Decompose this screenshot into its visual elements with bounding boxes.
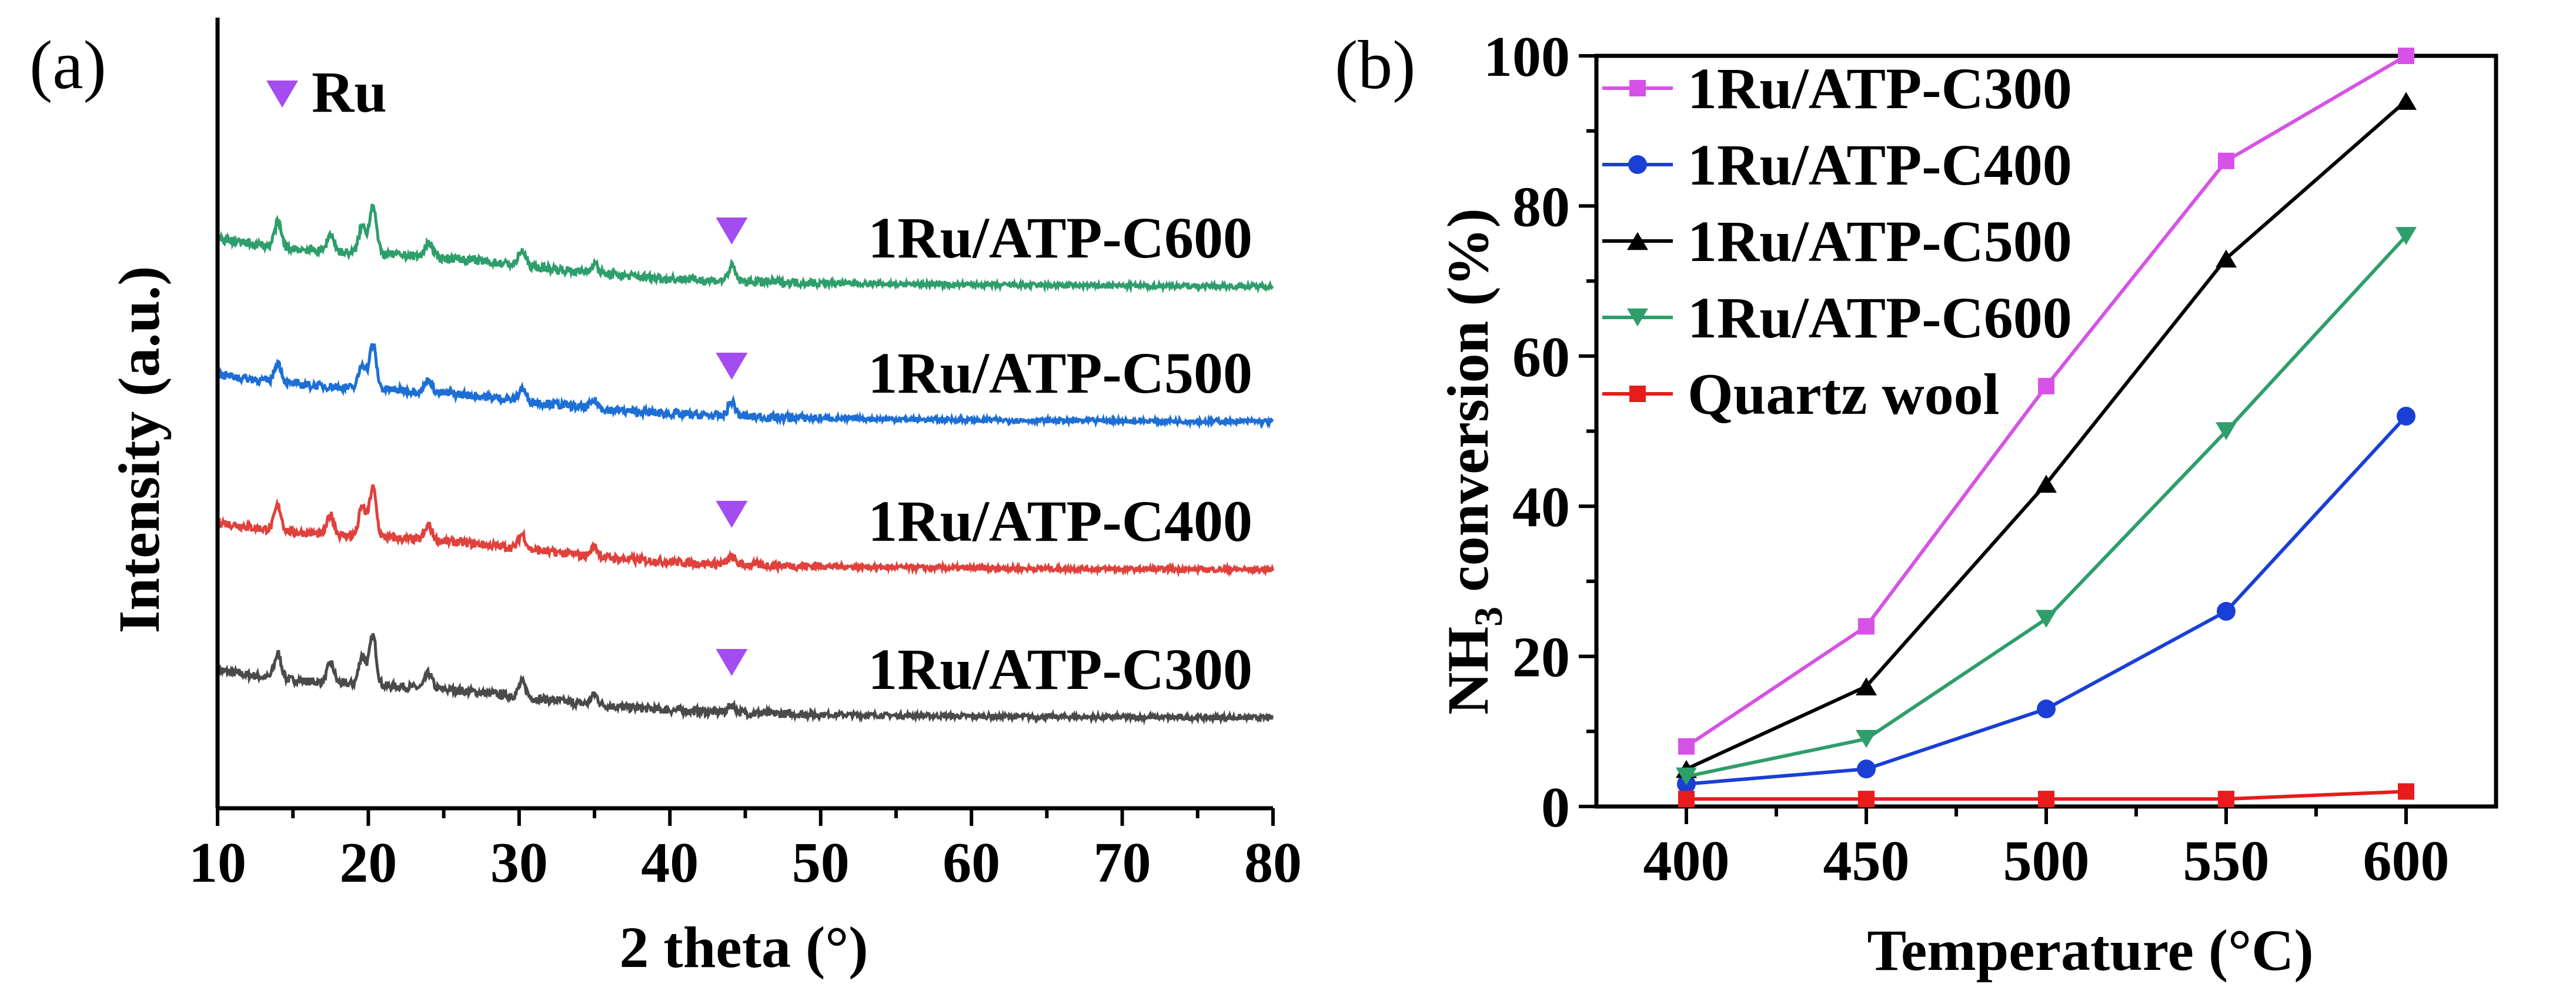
- panel-b-y-tick-label: 60: [1512, 326, 1570, 389]
- panel-a-x-tick-label: 40: [641, 831, 699, 895]
- panel-a-x-tick-label: 60: [943, 831, 1000, 895]
- panel-b-conversion: (b) 400 450 500 550 600 0 20 40 60 80 100 1Ru/ATP-…: [1335, 25, 2498, 983]
- conversion-point-1ru-atp-c400: [2217, 601, 2236, 621]
- panel-b-axes: 400 450 500 550 600 0 20 40 60 80 100: [1484, 25, 2498, 893]
- panel-b-y-tick-label: 20: [1512, 626, 1570, 690]
- conversion-point-1ru-atp-c500: [2036, 474, 2057, 493]
- panel-b-x-tick-label: 500: [2003, 829, 2090, 893]
- panel-b-x-tick-label: 600: [2363, 829, 2450, 893]
- ru-marker-legend: Ru: [266, 59, 387, 125]
- conversion-point-quartz-wool: [2038, 791, 2054, 808]
- conversion-line-1ru-atp-c500: [1685, 99, 2407, 771]
- panel-b-y-tick-label: 80: [1512, 175, 1570, 239]
- conversion-point-1ru-atp-c500: [2216, 249, 2237, 268]
- panel-b-y-tick-label: 0: [1541, 776, 1570, 839]
- conversion-point-1ru-atp-c400: [1857, 759, 1876, 779]
- panel-b-x-axis-title: Temperature (°C): [1867, 918, 2313, 983]
- conversion-point-1ru-atp-c300: [2038, 377, 2054, 394]
- conversion-point-1ru-atp-c500: [1856, 677, 1877, 695]
- ru-reflection-marker-1ru-atp-c400: [716, 501, 748, 528]
- legend-label-1ru-atp-c400: 1Ru/ATP-C400: [1688, 132, 2072, 198]
- conversion-point-1ru-atp-c400: [2397, 406, 2415, 426]
- legend-label-1ru-atp-c300: 1Ru/ATP-C300: [1688, 56, 2072, 121]
- xrd-label-1ru-atp-c300: 1Ru/ATP-C300: [868, 637, 1252, 702]
- xrd-label-1ru-atp-c500: 1Ru/ATP-C500: [868, 340, 1252, 406]
- conversion-point-1ru-atp-c300: [1858, 618, 1875, 635]
- panel-a-x-tick-label: 80: [1244, 831, 1302, 895]
- panel-b-label: (b): [1335, 26, 1416, 103]
- legend-marker-1ru-atp-c500: [1627, 232, 1648, 250]
- legend-marker-1ru-atp-c300: [1629, 80, 1646, 96]
- xrd-pattern-1ru-atp-c400: [216, 484, 1275, 578]
- panel-a-label: (a): [29, 26, 106, 103]
- conversion-point-1ru-atp-c300: [2218, 152, 2234, 169]
- conversion-point-1ru-atp-c600: [2216, 422, 2237, 440]
- legend-label-1ru-atp-c600: 1Ru/ATP-C600: [1688, 285, 2072, 350]
- conversion-point-1ru-atp-c400: [2037, 699, 2056, 718]
- conversion-point-quartz-wool: [1858, 791, 1875, 808]
- conversion-point-1ru-atp-c600: [1676, 767, 1697, 786]
- panel-a-x-tick-label: 20: [339, 831, 397, 895]
- conversion-point-1ru-atp-c300: [1678, 738, 1695, 755]
- ru-legend-label: Ru: [312, 59, 387, 125]
- panel-b-x-tick-label: 550: [2183, 829, 2270, 893]
- xrd-pattern-1ru-atp-c300: [216, 632, 1274, 726]
- conversion-point-quartz-wool: [1678, 791, 1695, 808]
- panel-a-xrd: (a) Ru 1Ru/ATP-C3001Ru/ATP-C4001Ru/ATP-C…: [29, 18, 1302, 980]
- panel-a-x-tick-label: 70: [1094, 831, 1151, 895]
- xrd-series-group: 1Ru/ATP-C300 1Ru/ATP-C400 1Ru/ATP-C500 1Ru/…: [216, 203, 1275, 726]
- legend-marker-1ru-atp-c400: [1628, 155, 1647, 174]
- panel-b-y-axis-title: NH3 conversion (%): [1435, 208, 1511, 715]
- conversion-point-1ru-atp-c600: [1856, 729, 1877, 748]
- panel-b-legend: 1Ru/ATP-C300 1Ru/ATP-C400 1Ru/ATP-C500 1Ru/…: [1602, 56, 2072, 427]
- xrd-label-1ru-atp-c400: 1Ru/ATP-C400: [868, 488, 1252, 554]
- legend-marker-quartz-wool: [1629, 386, 1646, 402]
- conversion-point-1ru-atp-c300: [2398, 48, 2414, 64]
- panel-a-y-axis-title: Intensity (a.u.): [106, 266, 172, 633]
- panel-b-y-tick-label: 40: [1512, 476, 1570, 539]
- ru-legend-triangle-icon: [266, 81, 298, 108]
- ru-reflection-marker-1ru-atp-c600: [716, 217, 748, 245]
- xrd-pattern-1ru-atp-c500: [216, 343, 1274, 430]
- conversion-point-1ru-atp-c600: [2395, 227, 2417, 245]
- panel-b-x-tick-label: 450: [1823, 829, 1910, 893]
- panel-b-y-axis-title-subscript: 3: [1466, 607, 1511, 627]
- xrd-pattern-1ru-atp-c600: [216, 203, 1274, 294]
- ru-reflection-marker-1ru-atp-c300: [716, 649, 748, 676]
- panel-b-y-tick-label: 100: [1484, 25, 1570, 89]
- conversion-point-1ru-atp-c600: [2036, 610, 2057, 628]
- panel-a-x-tick-label: 50: [792, 831, 850, 895]
- panel-b-x-tick-label: 400: [1643, 829, 1730, 893]
- panel-a-x-tick-label: 10: [189, 831, 246, 895]
- panel-b-y-axis-title-rest: conversion (%): [1435, 208, 1501, 607]
- xrd-label-1ru-atp-c600: 1Ru/ATP-C600: [868, 205, 1252, 270]
- legend-label-quartz-wool: Quartz wool: [1688, 362, 1999, 427]
- conversion-point-quartz-wool: [2398, 783, 2414, 800]
- panel-a-axes: 10 20 30 40 50 60 70 80: [189, 18, 1302, 895]
- ru-reflection-marker-1ru-atp-c500: [716, 353, 748, 380]
- conversion-point-1ru-atp-c500: [2395, 92, 2417, 110]
- conversion-point-quartz-wool: [2218, 791, 2234, 808]
- legend-marker-1ru-atp-c600: [1627, 308, 1648, 327]
- conversion-line-1ru-atp-c400: [1686, 414, 2408, 786]
- panel-b-y-axis-title-main: NH: [1435, 627, 1501, 715]
- panel-a-x-axis-title: 2 theta (°): [619, 915, 868, 980]
- panel-a-x-tick-label: 30: [490, 831, 548, 895]
- legend-label-1ru-atp-c500: 1Ru/ATP-C500: [1688, 209, 2072, 274]
- conversion-series-group: [1676, 48, 2417, 808]
